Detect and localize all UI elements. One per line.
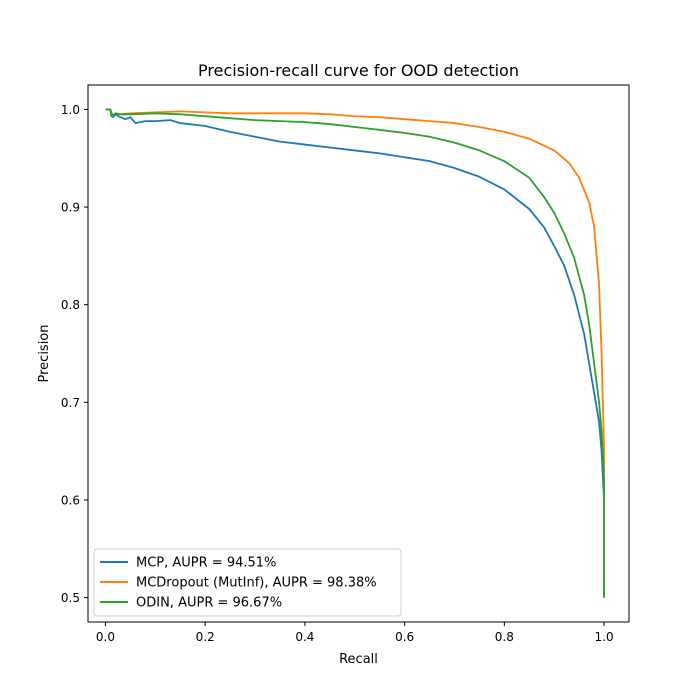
legend-label-mcdropout: MCDropout (MutInf), AUPR = 98.38% [136,576,377,591]
y-axis-ticks: 0.5 0.6 0.7 0.8 0.9 1.0 [61,103,88,605]
x-axis-label: Recall [339,652,378,667]
y-tick-label: 0.9 [61,201,80,215]
x-tick-label: 0.6 [395,630,414,644]
y-tick-label: 0.5 [61,591,80,605]
plot-area [87,84,630,623]
x-tick-label: 0.8 [495,630,514,644]
x-tick-label: 0.4 [295,630,314,644]
legend-box [93,548,402,617]
series-layer [105,108,605,598]
x-tick-label: 1.0 [595,630,614,644]
legend: MCP, AUPR = 94.51% MCDropout (MutInf), A… [93,548,402,617]
y-tick-label: 0.7 [61,396,80,410]
y-tick-label: 1.0 [61,103,80,117]
x-tick-label: 0.0 [96,630,115,644]
series-line-0 [105,108,605,598]
series-line-1 [105,108,605,598]
legend-label-odin: ODIN, AUPR = 96.67% [136,596,282,611]
y-axis-label: Precision [37,324,52,382]
chart-title: Precision-recall curve for OOD detection [198,61,519,80]
y-tick-label: 0.6 [61,493,80,507]
plot-background [88,85,629,622]
legend-label-mcp: MCP, AUPR = 94.51% [136,556,276,571]
y-tick-label: 0.8 [61,298,80,312]
x-tick-label: 0.2 [196,630,215,644]
x-axis-ticks: 0.0 0.2 0.4 0.6 0.8 1.0 [96,622,614,644]
series-line-2 [105,108,605,598]
plot-frame [87,84,630,623]
